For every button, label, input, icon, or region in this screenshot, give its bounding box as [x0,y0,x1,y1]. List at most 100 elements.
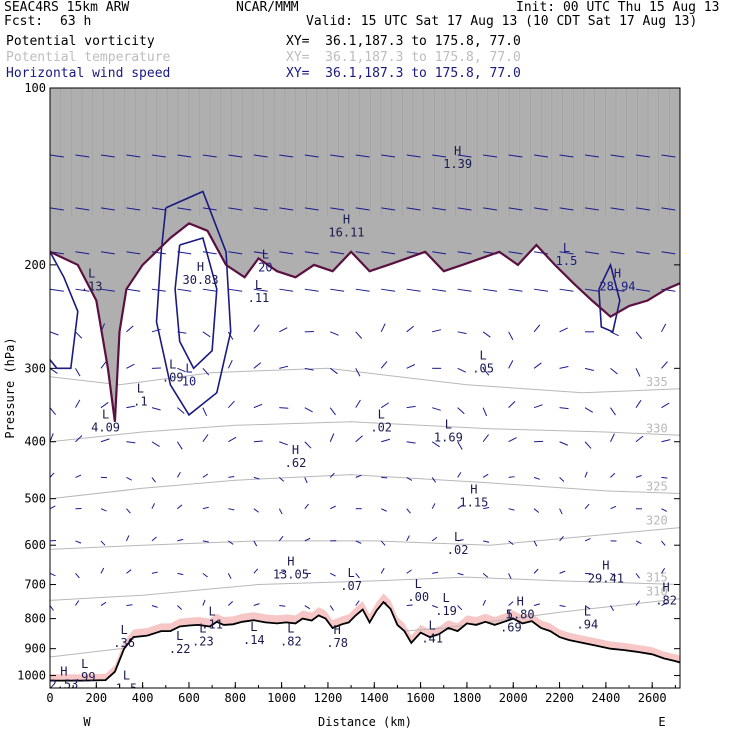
wind-vector [381,288,396,292]
pv-extremum-label: H2.53 [49,665,78,692]
wind-vector [584,207,599,211]
pv-extremum-label: L.07 [340,566,362,593]
theta-isentrope [50,474,680,500]
wind-vector [202,434,209,443]
pv-extremum-label-letter: H [454,144,461,158]
east-end-label: E [658,715,665,729]
wind-vector [330,505,336,510]
pv-extremum-label: H16.11 [328,212,364,239]
wind-vector [457,331,467,335]
pv-extremum-label-value: .02 [447,543,469,557]
wind-speed-contour [174,236,218,370]
wind-extremum-label-letter: L [262,247,269,261]
pv-fill-layer [50,593,680,681]
axes-layer: 0 200 400 600 800 1000 1200 1400 1600 1800 2000 220… [3,81,680,729]
wind-vector [50,505,56,510]
wind-vector [380,323,386,333]
wind-vector [635,399,642,408]
wind-vector [610,207,625,211]
wind-vector [304,503,309,510]
wind-vector [661,402,670,409]
wind-vector [227,360,233,369]
wind-vector [50,207,64,211]
wind-vector [610,367,618,375]
wind-vector [253,540,258,547]
wind-vector [661,602,668,606]
pv-extremum-label-value: 16.11 [328,225,364,239]
wind-vector [227,400,235,409]
wind-vector [406,569,412,574]
wind-vector [432,154,447,158]
pv-extremum-label-letter: H [517,595,524,609]
field-name-wind: Horizontal wind speed [6,66,171,81]
wind-vector [431,441,440,448]
pv-extremum-label-value: 29.41 [588,572,624,586]
pv-extremum-label-letter: L [123,668,130,682]
wind-vector [584,441,592,449]
wind-vector [50,572,56,577]
wind-vector [126,154,141,158]
wind-extremum-label: H28.94 [599,266,635,293]
wind-vector [304,441,312,449]
wind-vector [278,508,283,515]
wind-vector [533,540,538,547]
field-xy-pv: XY= 36.1,187.3 to 175.8, 77.0 [286,34,521,49]
wind-vector [330,251,345,255]
pv-extremum-label-letter: L [454,530,461,544]
wind-vector [75,251,90,255]
wind-vector [100,402,109,409]
pv-extremum-label: L.82 [280,622,302,649]
pv-extremum-label: H1.39 [443,144,472,171]
pv-extremum-label-letter: H [287,555,294,569]
pv-extremum-label-value: .41 [421,632,443,646]
wind-vector [661,476,668,479]
wind-vector [355,474,362,478]
wind-vector [610,505,617,510]
wind-vector [202,599,206,606]
wind-vector [50,331,59,336]
pv-extremum-label-value: .82 [655,594,677,608]
theta-isentrope [50,421,680,443]
pv-extremum-label-value: 2.53 [49,678,78,692]
x-tick-label: 1200 [313,691,342,705]
pv-extremum-label-value: .23 [192,635,214,649]
wind-vector [355,540,362,544]
wind-vector [559,366,569,369]
wind-vector [406,207,421,211]
theta-isentrope-label: 315 [646,571,668,585]
wind-vector [584,471,588,478]
pv-extremum-label-letter: L [507,608,514,622]
x-tick-label: 1800 [452,691,481,705]
wind-vector [75,435,83,443]
y-tick-label: 500 [24,492,46,506]
wind-vector [329,605,334,611]
pv-extremum-label-letter: L [88,266,95,280]
wind-vector [559,477,565,482]
pv-extremum-label: L4.09 [91,407,120,434]
pv-extremum-label-letter: L [287,622,294,636]
wind-vector [304,477,308,484]
theta-isentrope-label: 320 [646,514,668,528]
pv-extremum-label: L.14 [243,620,265,647]
wind-vector [279,327,288,333]
wind-vector [661,207,676,211]
wind-vector [355,399,361,408]
wind-vector [406,364,416,369]
wind-vector [482,434,489,443]
pv-extremum-label: H.78 [326,623,348,650]
theta-isentrope [50,576,680,601]
wind-vector [50,367,58,374]
pv-extremum-label-letter: H [470,483,477,497]
pv-extremum-label-value: .11 [201,617,223,631]
wind-vector [406,535,410,542]
wind-vector [483,207,498,211]
pv-extremum-label-value: .94 [577,617,599,631]
wind-vector [177,538,184,542]
terrain-layer [50,600,680,688]
wind-vector [279,154,294,158]
x-tick-label: 200 [85,691,107,705]
pv-extremum-label-value: .14 [243,633,265,647]
wind-vector [432,407,441,411]
wind-vector [457,605,463,611]
wind-speed-contour [50,251,79,370]
